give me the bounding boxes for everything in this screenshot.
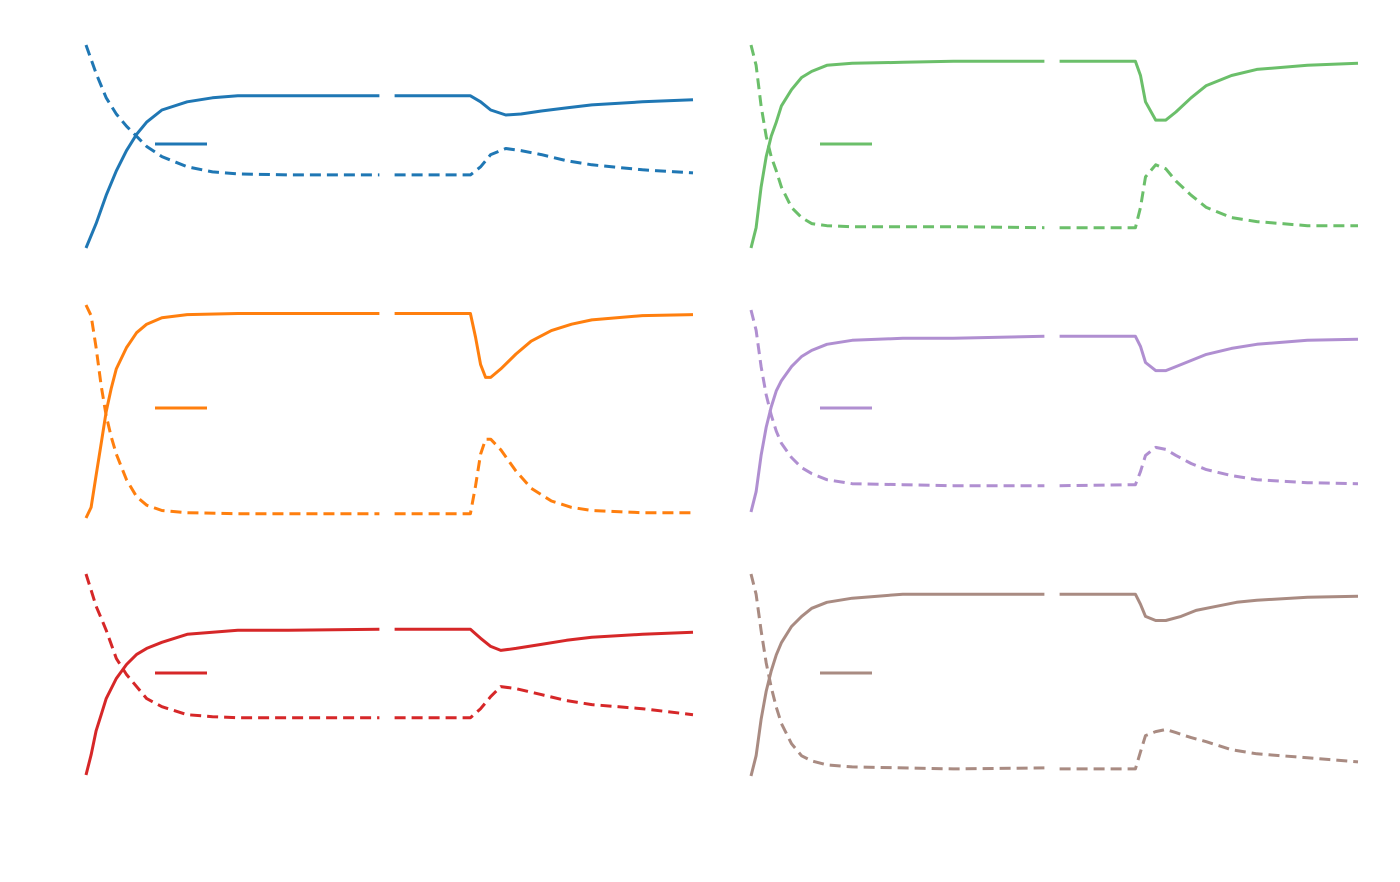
subplot-5-series-solid-part-2	[394, 627, 694, 652]
subplot-3-series-dashed-part-1	[84, 304, 380, 516]
subplot-6-series-dashed-part-1	[749, 573, 1045, 771]
subplot-3-series-dashed-part-2	[394, 437, 693, 516]
subplot-2-series-solid-part-1	[749, 59, 1045, 249]
subplot-3	[84, 304, 694, 519]
subplot-3-series-solid-part-2	[394, 312, 694, 379]
subplot-6-series-solid-part-2	[1059, 592, 1359, 622]
subplot-1-series-dashed-part-1	[84, 44, 380, 177]
subplot-6	[749, 573, 1359, 777]
subplot-1-series-solid-part-2	[394, 94, 694, 117]
subplot-5	[84, 573, 694, 776]
subplot-2	[749, 44, 1359, 249]
subplot-4-series-solid-part-1	[749, 334, 1045, 513]
subplot-2-series-solid-part-2	[1059, 59, 1359, 122]
subplot-1-series-solid-part-1	[84, 94, 380, 249]
subplot-5-series-dashed-part-2	[394, 685, 694, 720]
subplot-2-series-dashed-part-1	[749, 44, 1045, 230]
subplot-4-series-dashed-part-2	[1059, 445, 1359, 488]
subplot-4-series-dashed-part-1	[749, 309, 1045, 488]
subplot-6-series-solid-part-1	[749, 592, 1045, 777]
subplot-2-series-dashed-part-2	[1059, 163, 1358, 230]
subplot-5-series-dashed-part-1	[84, 573, 380, 720]
subplot-4-series-solid-part-2	[1059, 334, 1359, 373]
subplot-1	[84, 44, 694, 249]
subplot-4	[749, 309, 1359, 513]
subplot-6-series-dashed-part-2	[1059, 728, 1359, 771]
subplot-5-series-solid-part-1	[84, 627, 380, 776]
subplot-1-series-dashed-part-2	[394, 147, 694, 177]
subplot-3-series-solid-part-1	[84, 312, 380, 519]
